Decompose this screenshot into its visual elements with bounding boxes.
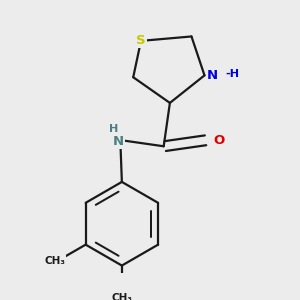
- Text: S: S: [136, 34, 146, 47]
- Text: N: N: [113, 135, 124, 148]
- Text: CH₃: CH₃: [111, 293, 132, 300]
- Text: O: O: [214, 134, 225, 147]
- Text: H: H: [110, 124, 119, 134]
- Text: -H: -H: [226, 69, 240, 79]
- Text: N: N: [207, 69, 218, 82]
- Text: CH₃: CH₃: [44, 256, 65, 266]
